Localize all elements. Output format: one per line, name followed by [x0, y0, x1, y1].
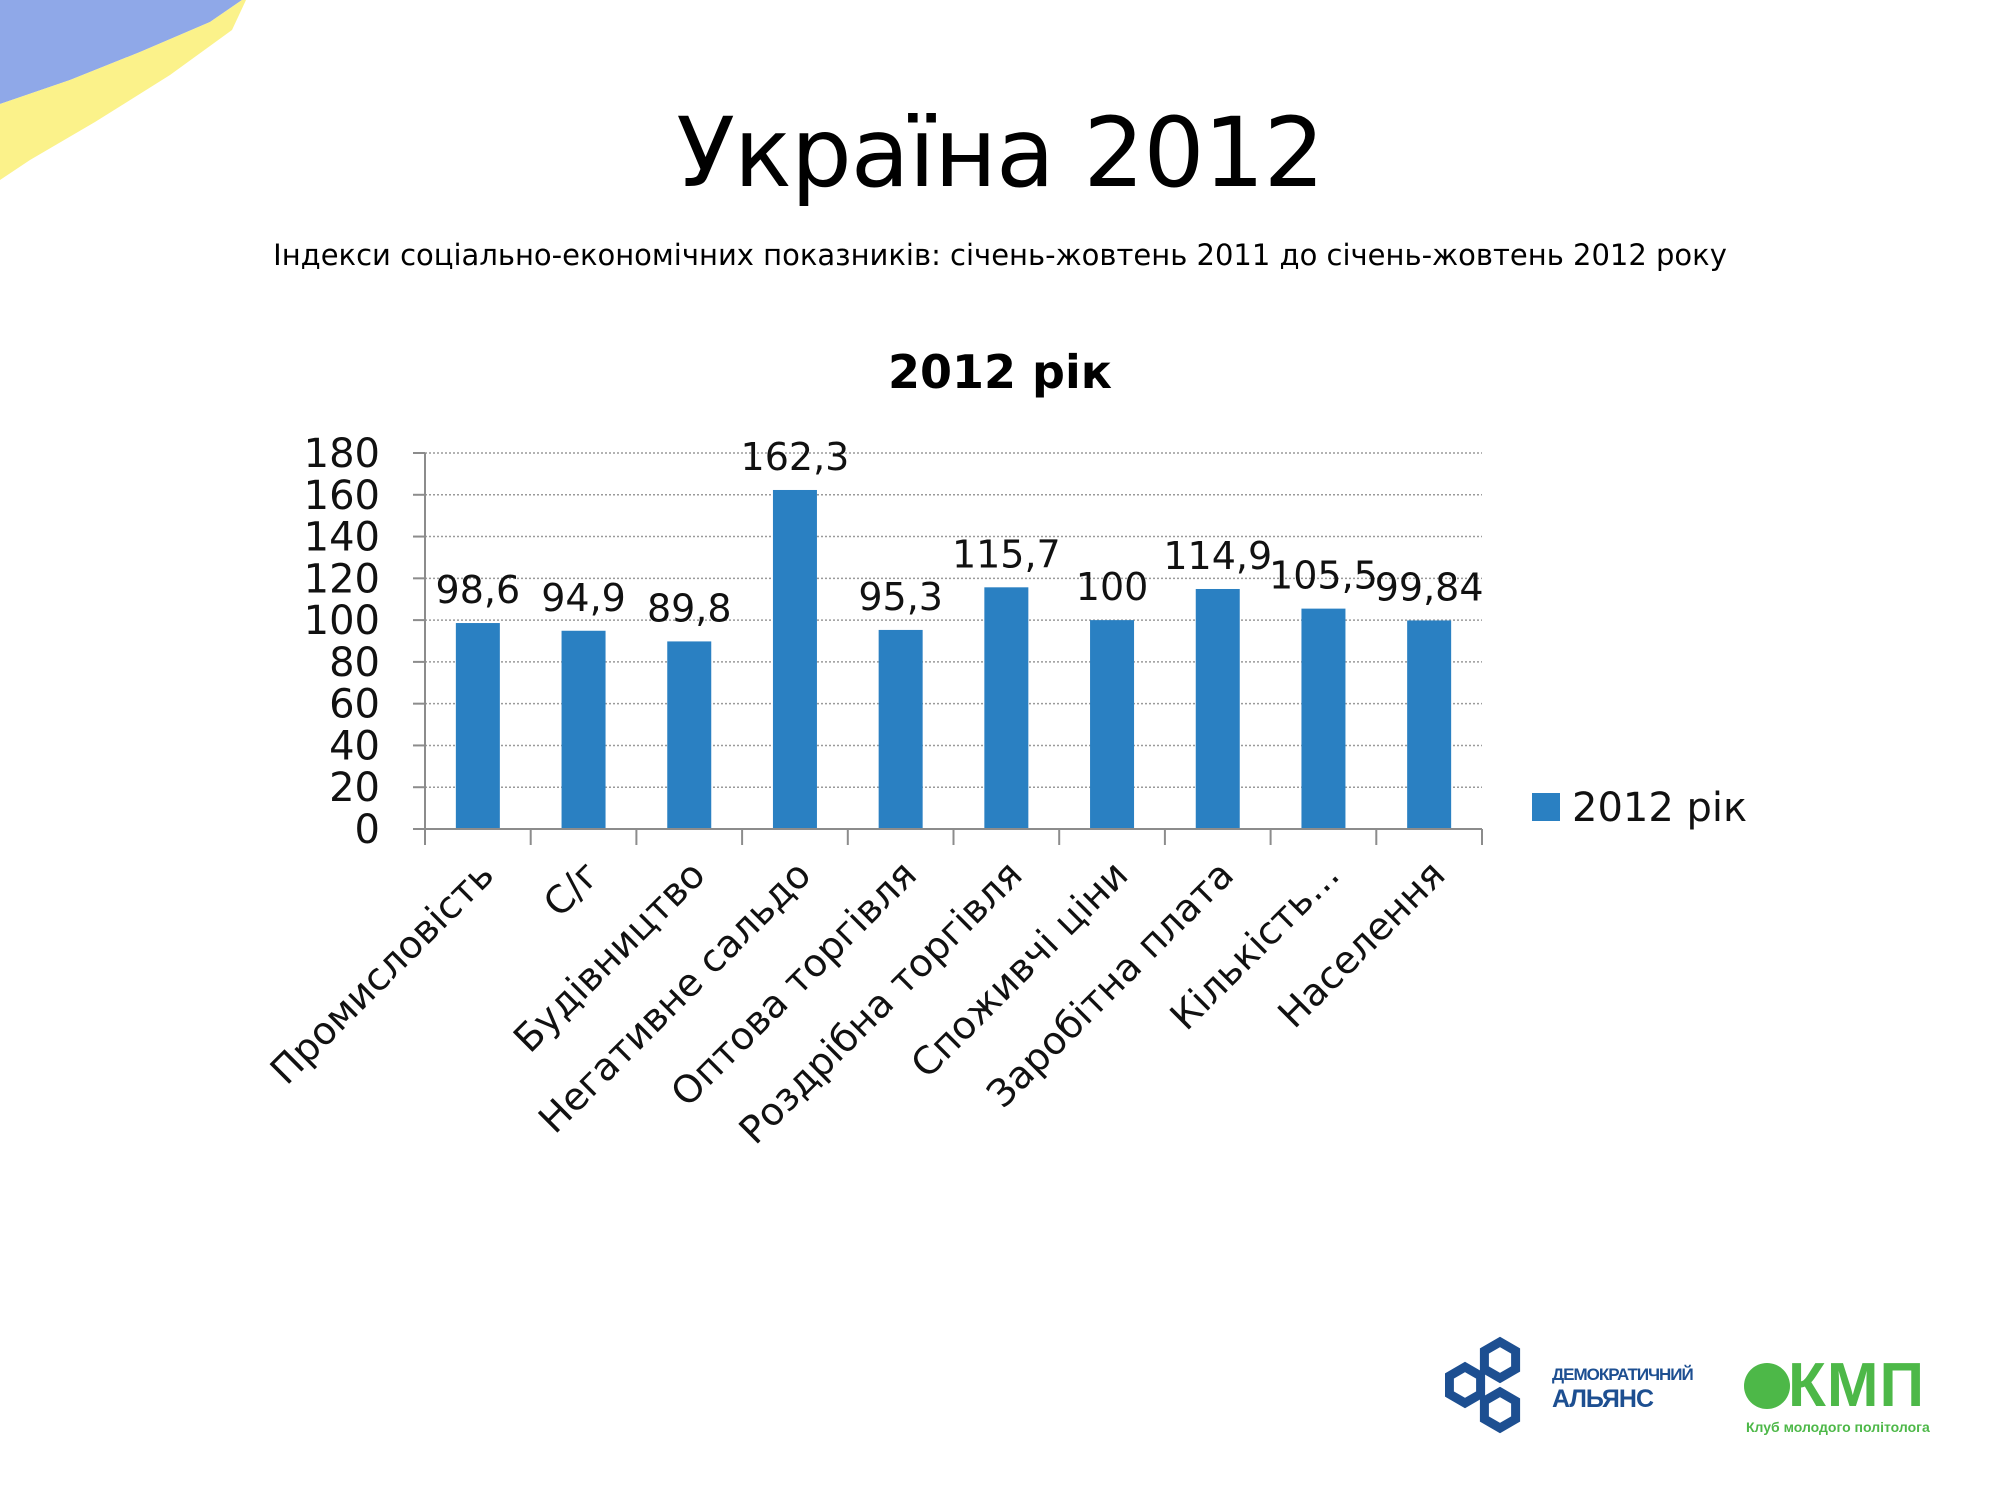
y-tick-label: 140 [304, 515, 380, 561]
data-label: 114,9 [1163, 534, 1272, 578]
bar [561, 630, 606, 829]
kmp-logo-subtitle: Клуб молодого політолога [1746, 1419, 1930, 1435]
legend: 2012 рік [1532, 785, 1747, 831]
data-label: 115,7 [952, 532, 1061, 576]
bar [1407, 620, 1452, 829]
logo-kmp: КМП Клуб молодого політолога [1742, 1351, 1962, 1435]
y-tick-label: 60 [329, 682, 380, 728]
data-label: 95,3 [858, 575, 943, 619]
x-axis-label: Промисловість [262, 852, 503, 1093]
data-label: 89,8 [647, 586, 732, 630]
bar [455, 623, 500, 829]
bar [772, 489, 817, 829]
data-label: 99,84 [1375, 565, 1484, 609]
kmp-dot-icon [1744, 1363, 1790, 1409]
slide-title: Україна 2012 [676, 97, 1324, 209]
data-label: 105,5 [1269, 554, 1378, 598]
x-axis-label: Будівництво [505, 852, 714, 1061]
data-label: 162,3 [741, 435, 850, 479]
bars [455, 489, 1452, 829]
bar [1090, 620, 1135, 829]
y-tick-label: 180 [304, 431, 380, 477]
legend-label: 2012 рік [1572, 785, 1747, 831]
data-label: 94,9 [541, 576, 626, 620]
bar [1301, 608, 1346, 829]
chart-title: 2012 рік [888, 345, 1112, 399]
data-label: 100 [1076, 565, 1149, 609]
ribbon-blue-stripe [0, 0, 242, 104]
logo-democratic-alliance-line1: ДЕМОКРАТИЧНИЙ [1552, 1365, 1694, 1384]
hexagon-shape [1445, 1361, 1486, 1409]
hexagon-shape [1479, 1386, 1521, 1434]
bar [667, 641, 712, 829]
hexagon-shape [1479, 1336, 1521, 1384]
data-label: 98,6 [436, 568, 521, 612]
y-tick-label: 20 [329, 765, 380, 811]
x-axis-label: С/г [535, 852, 608, 925]
hexagon-chain-icon [1445, 1336, 1521, 1434]
y-tick-label: 100 [304, 598, 380, 644]
flag-ribbon-decoration [0, 0, 246, 180]
bar [1195, 588, 1240, 829]
kmp-logo-text: КМП [1788, 1351, 1926, 1420]
bar [984, 587, 1029, 829]
y-tick-label: 120 [304, 556, 380, 602]
y-tick-label: 40 [329, 723, 380, 769]
y-tick-label: 0 [355, 807, 380, 853]
legend-swatch [1532, 793, 1560, 821]
ribbon-yellow-stripe [0, 0, 246, 180]
x-axis [424, 453, 1483, 845]
y-tick-label: 160 [304, 473, 380, 519]
bar [878, 629, 923, 829]
slide-subtitle: Індекси соціально-економічних показників… [273, 238, 1727, 272]
y-tick-label: 80 [329, 640, 380, 686]
logo-democratic-alliance-line2: АЛЬЯНС [1552, 1385, 1654, 1413]
